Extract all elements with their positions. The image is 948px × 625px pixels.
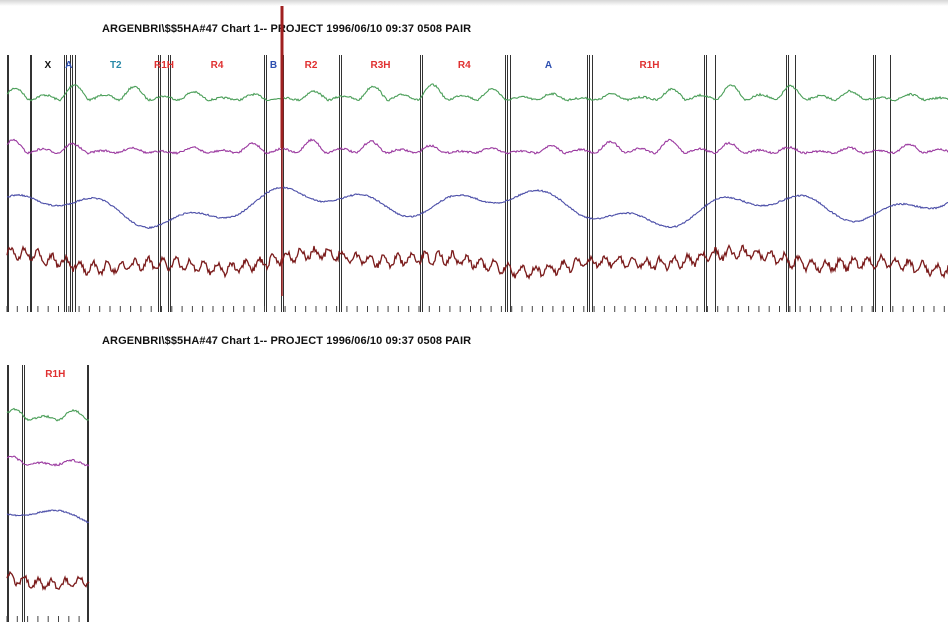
segment-label: R4 bbox=[211, 60, 224, 71]
segment-label: A bbox=[545, 60, 552, 71]
segment-label: X bbox=[44, 60, 51, 71]
series-trace-green bbox=[6, 83, 948, 102]
series-trace-darkred bbox=[6, 244, 948, 280]
segment-label: R1H bbox=[639, 60, 659, 71]
chart-title-1: ARGENBRI\$$5HA#47 Chart 1-- PROJECT 1996… bbox=[102, 23, 472, 35]
segment-label: R3H bbox=[370, 60, 390, 71]
series-trace-purple bbox=[6, 455, 90, 467]
segment-label: R4 bbox=[458, 60, 471, 71]
top-rule bbox=[0, 0, 948, 6]
series-trace-blue bbox=[6, 186, 948, 230]
chart-title-2: ARGENBRI\$$5HA#47 Chart 1-- PROJECT 1996… bbox=[102, 335, 472, 347]
segment-label: A bbox=[65, 60, 72, 71]
series-trace-green bbox=[6, 407, 90, 422]
segment-label: B bbox=[270, 60, 277, 71]
series-trace-darkred bbox=[6, 570, 90, 591]
segment-label: T2 bbox=[110, 60, 122, 71]
segment-label: R1H bbox=[154, 60, 174, 71]
series-trace-blue bbox=[6, 509, 90, 524]
segment-label: R2 bbox=[305, 60, 318, 71]
series-trace-purple bbox=[6, 138, 948, 155]
segment-label: R1H bbox=[45, 369, 65, 380]
